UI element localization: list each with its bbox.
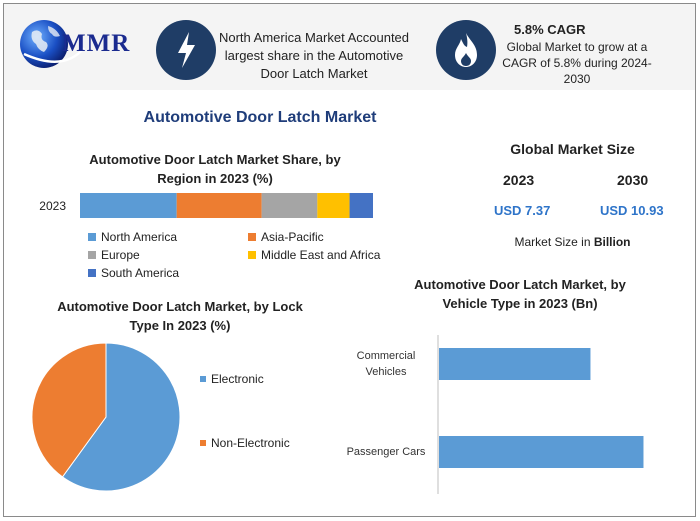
region-chart-title: Automotive Door Latch Market Share, by R… xyxy=(89,152,341,186)
year-2023-label: 2023 xyxy=(503,172,535,188)
market-size-note: Market Size in Billion xyxy=(514,235,631,249)
vehicle-category-label: Commercial Vehicles xyxy=(357,350,416,378)
region-category-label: 2023 xyxy=(39,199,66,213)
flame-icon xyxy=(436,20,496,80)
cagr-title: 5.8% CAGR xyxy=(514,22,586,37)
legend-item-non-electronic: Non-Electronic xyxy=(200,436,290,450)
legend-item-middle-east-africa: Middle East and Africa xyxy=(248,248,380,262)
legend-item-europe: Europe xyxy=(88,248,140,262)
logo-text: MMR xyxy=(62,30,131,57)
infographic-frame xyxy=(3,3,696,517)
legend-item-north-america: North America xyxy=(88,230,177,244)
legend-item-south-america: South America xyxy=(88,266,179,280)
lock-type-chart-title: Automotive Door Latch Market, by Lock Ty… xyxy=(57,299,303,333)
cagr-text: Global Market to grow at a CAGR of 5.8% … xyxy=(502,40,652,86)
legend-item-electronic: Electronic xyxy=(200,372,264,386)
vehicle-chart-title: Automotive Door Latch Market, by Vehicle… xyxy=(414,277,626,311)
vehicle-bar-commercial-vehicles xyxy=(439,348,591,380)
region-bar-north-america xyxy=(80,193,177,218)
year-2030-label: 2030 xyxy=(617,172,649,188)
pie-slice-electronic xyxy=(61,342,181,492)
market-value-2030: USD 10.93 xyxy=(600,203,664,218)
header-band xyxy=(4,4,695,90)
globe-icon xyxy=(20,20,85,68)
pie-slice-non-electronic xyxy=(31,342,107,478)
region-bar-asia-pacific xyxy=(176,193,262,218)
main-title: Automotive Door Latch Market xyxy=(143,109,377,126)
vehicle-bar-passenger-cars xyxy=(439,436,644,468)
region-bar-middle-east-and-africa xyxy=(317,193,350,218)
legend-item-asia-pacific: Asia-Pacific xyxy=(248,230,324,244)
vehicle-category-label: Passenger Cars xyxy=(347,446,426,458)
lightning-icon xyxy=(156,20,216,80)
market-value-2023: USD 7.37 xyxy=(494,203,551,218)
highlight-text-north-america: North America Market Accounted largest s… xyxy=(218,30,410,81)
mmr-logo xyxy=(14,14,144,74)
region-bar-south-america xyxy=(349,193,373,218)
region-bar-europe xyxy=(261,193,318,218)
global-market-size-title: Global Market Size xyxy=(510,141,635,157)
